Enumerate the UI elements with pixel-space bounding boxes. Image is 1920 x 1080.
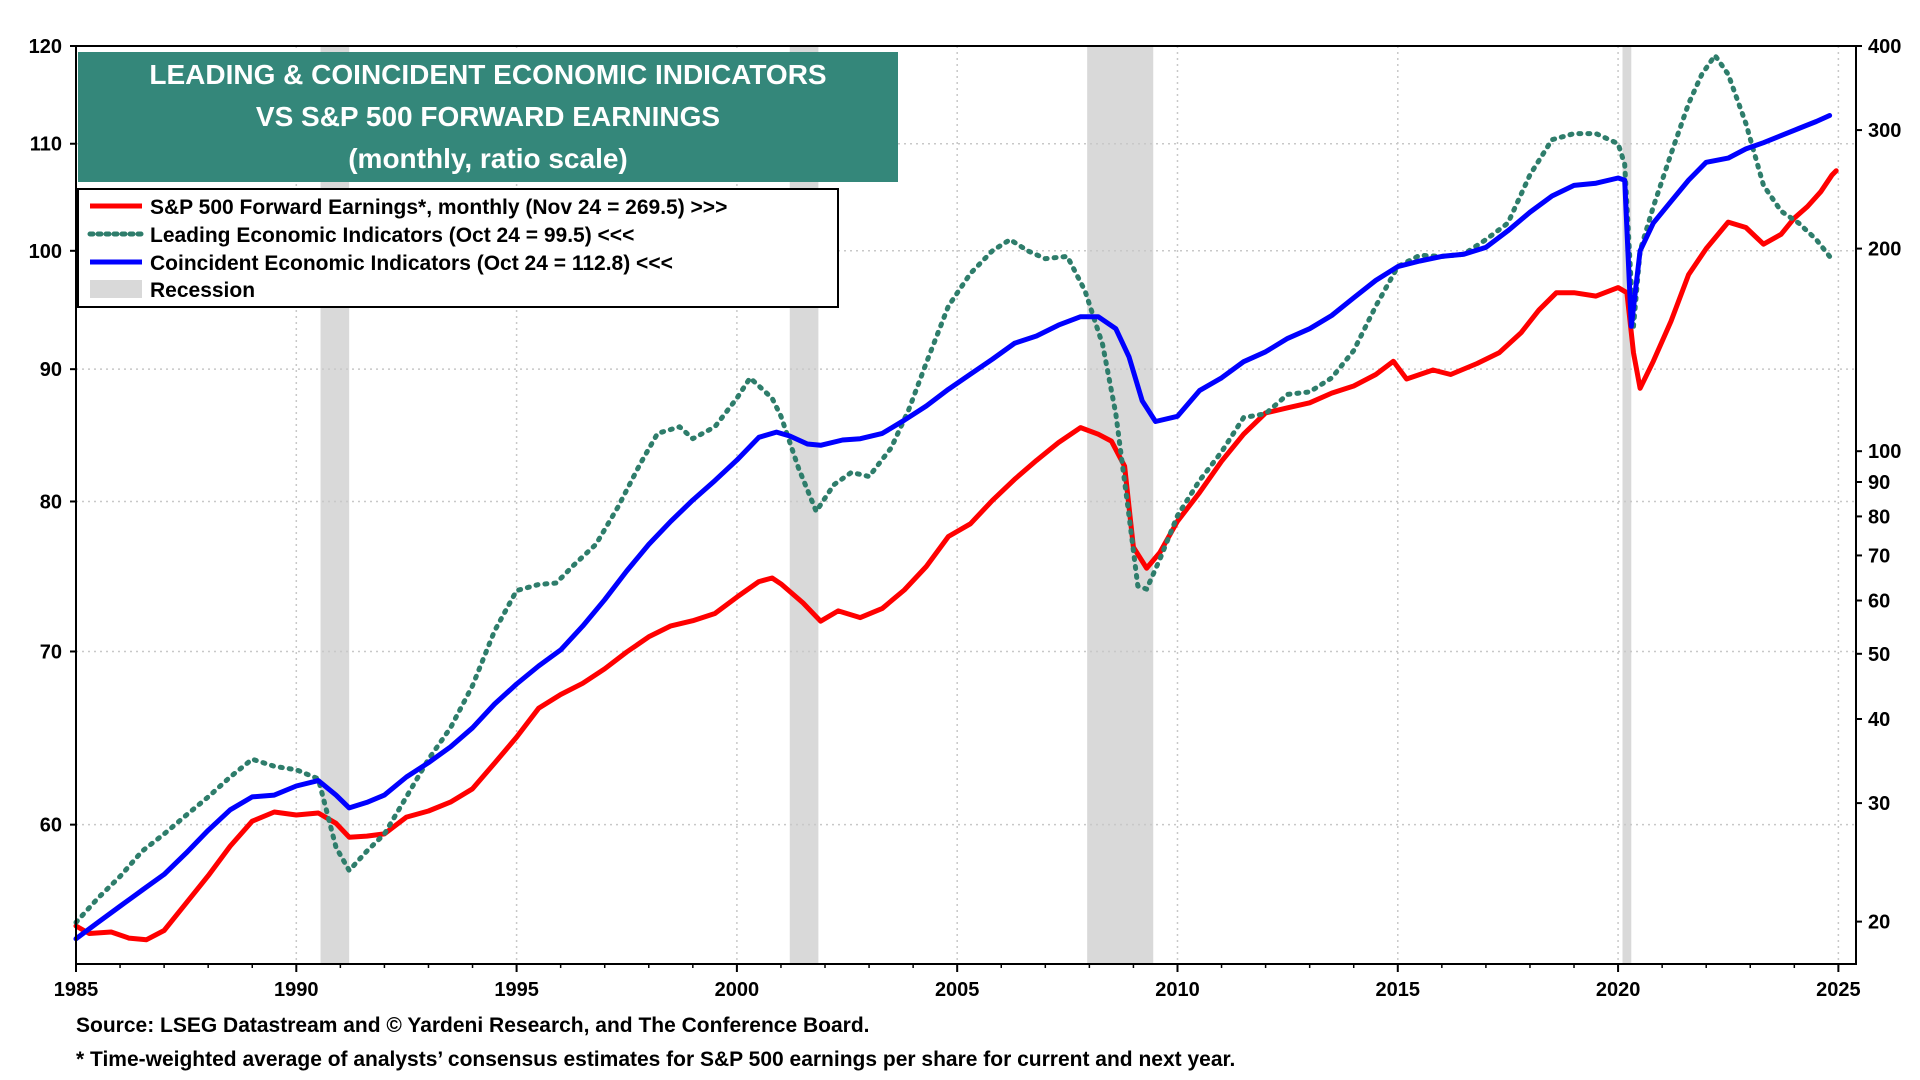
axis-ticks: 1985 1990 1995 2000 2005 2010 2015 2020 2025 60 70…: [29, 36, 1902, 1001]
coincident-indicators-line: [73, 113, 1833, 942]
legend-label-recession: Recession: [150, 279, 255, 302]
plot-frame: [75, 45, 1857, 965]
left-tick-label: 60: [40, 815, 62, 837]
title-line-3: (monthly, ratio scale): [348, 143, 628, 174]
left-tick-label: 110: [30, 134, 62, 156]
left-tick-label: 90: [40, 359, 62, 381]
legend-swatch-recession: [90, 280, 142, 298]
right-tick-label: 30: [1868, 793, 1890, 815]
x-tick-label: 1990: [274, 979, 319, 1001]
left-tick-label: 70: [40, 641, 62, 663]
x-tick-label: 2025: [1816, 979, 1861, 1001]
x-tick-label: 2000: [715, 979, 760, 1001]
right-tick-label: 100: [1868, 441, 1901, 463]
series-lines: [73, 52, 1839, 943]
left-tick-label: 80: [40, 491, 62, 513]
x-tick-label: 2010: [1155, 979, 1200, 1001]
legend-label-leading: Leading Economic Indicators (Oct 24 = 99…: [150, 224, 634, 247]
legend-box: [77, 188, 839, 308]
leading-indicators-line: [73, 52, 1833, 925]
legend-label-coincident: Coincident Economic Indicators (Oct 24 =…: [150, 252, 673, 275]
right-tick-label: 80: [1868, 506, 1890, 528]
right-tick-label: 70: [1868, 545, 1890, 567]
footnote: * Time-weighted average of analysts’ con…: [76, 1048, 1236, 1071]
right-tick-label: 50: [1868, 644, 1890, 666]
grid-lines: [76, 46, 1856, 964]
left-tick-label: 100: [29, 241, 62, 263]
recession-band: [789, 46, 819, 964]
x-tick-label: 2005: [935, 979, 980, 1001]
title-box: LEADING & COINCIDENT ECONOMIC INDICATORS…: [78, 52, 898, 182]
x-tick-label: 1985: [54, 979, 99, 1001]
x-tick-label: 2020: [1596, 979, 1641, 1001]
right-tick-label: 20: [1868, 912, 1890, 934]
right-tick-label: 60: [1868, 591, 1890, 613]
recession-band: [320, 46, 350, 964]
left-tick-label: 120: [29, 36, 62, 58]
right-tick-label: 300: [1868, 120, 1901, 142]
legend: S&P 500 Forward Earnings*, monthly (Nov …: [77, 188, 839, 308]
right-tick-label: 400: [1868, 36, 1901, 58]
right-tick-label: 200: [1868, 239, 1901, 261]
right-tick-label: 90: [1868, 472, 1890, 494]
sp500-forward-earnings-line: [73, 168, 1839, 943]
recession-band: [1622, 46, 1632, 964]
right-tick-label: 40: [1868, 709, 1890, 731]
x-tick-label: 1995: [494, 979, 539, 1001]
recession-band: [1087, 46, 1154, 964]
title-background: [78, 52, 898, 182]
title-line-1: LEADING & COINCIDENT ECONOMIC INDICATORS: [149, 59, 826, 90]
legend-label-earnings: S&P 500 Forward Earnings*, monthly (Nov …: [150, 196, 727, 219]
x-tick-label: 2015: [1376, 979, 1421, 1001]
source-note: Source: LSEG Datastream and © Yardeni Re…: [76, 1014, 870, 1037]
title-line-2: VS S&P 500 FORWARD EARNINGS: [256, 101, 720, 132]
